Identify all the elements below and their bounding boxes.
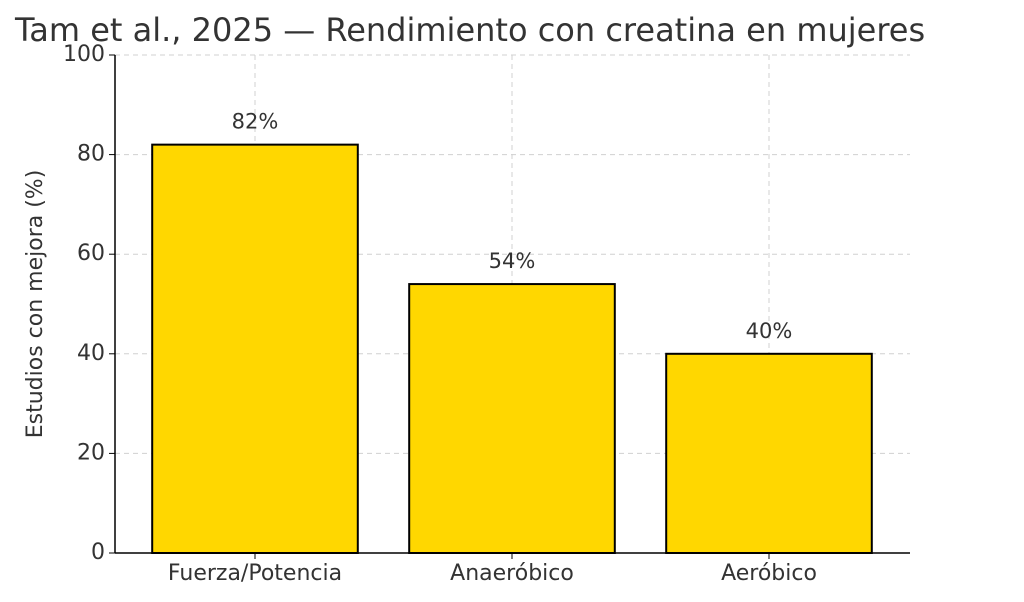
- value-label: 40%: [746, 319, 793, 343]
- y-axis-label: Estudios con mejora (%): [23, 170, 48, 439]
- y-tick-label: 20: [77, 440, 105, 465]
- y-tick-label: 100: [63, 42, 105, 67]
- y-tick-label: 60: [77, 241, 105, 266]
- chart-title: Tam et al., 2025 — Rendimiento con creat…: [14, 11, 925, 49]
- x-tick-label: Aeróbico: [721, 561, 817, 586]
- y-tick-label: 0: [91, 540, 105, 565]
- bar: [408, 283, 616, 554]
- x-tick-label: Anaeróbico: [450, 561, 574, 586]
- value-label: 82%: [232, 110, 279, 134]
- x-tick-label: Fuerza/Potencia: [168, 561, 342, 586]
- y-tick-label: 40: [77, 341, 105, 366]
- bar: [151, 143, 359, 554]
- value-label: 54%: [489, 249, 536, 273]
- y-tick-label: 80: [77, 142, 105, 167]
- bar: [665, 352, 873, 554]
